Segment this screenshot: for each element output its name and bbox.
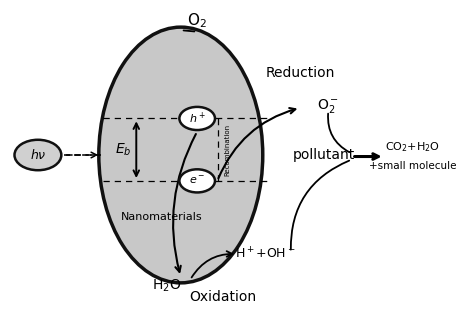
Text: O$_2$: O$_2$ — [187, 12, 207, 30]
Text: pollutant: pollutant — [292, 148, 355, 162]
Text: $E_b$: $E_b$ — [115, 141, 132, 158]
Text: H$_2$O: H$_2$O — [152, 278, 182, 294]
Circle shape — [179, 107, 215, 130]
Circle shape — [15, 140, 61, 170]
Text: $h^+$: $h^+$ — [189, 111, 206, 126]
Text: Oxidation: Oxidation — [190, 290, 256, 303]
Text: O$_2^-$: O$_2^-$ — [317, 97, 339, 115]
Text: $h\nu$: $h\nu$ — [29, 148, 46, 162]
Text: Nanomaterials: Nanomaterials — [121, 212, 203, 222]
Text: H$^+$+OH$^-$: H$^+$+OH$^-$ — [235, 246, 295, 262]
Text: $e^-$: $e^-$ — [189, 175, 205, 186]
Text: Recombination: Recombination — [224, 124, 230, 176]
Text: Reduction: Reduction — [265, 66, 335, 80]
Text: +small molecule: +small molecule — [369, 161, 456, 171]
Ellipse shape — [99, 27, 263, 283]
Circle shape — [179, 169, 215, 193]
Text: CO$_2$+H$_2$O: CO$_2$+H$_2$O — [385, 140, 440, 154]
